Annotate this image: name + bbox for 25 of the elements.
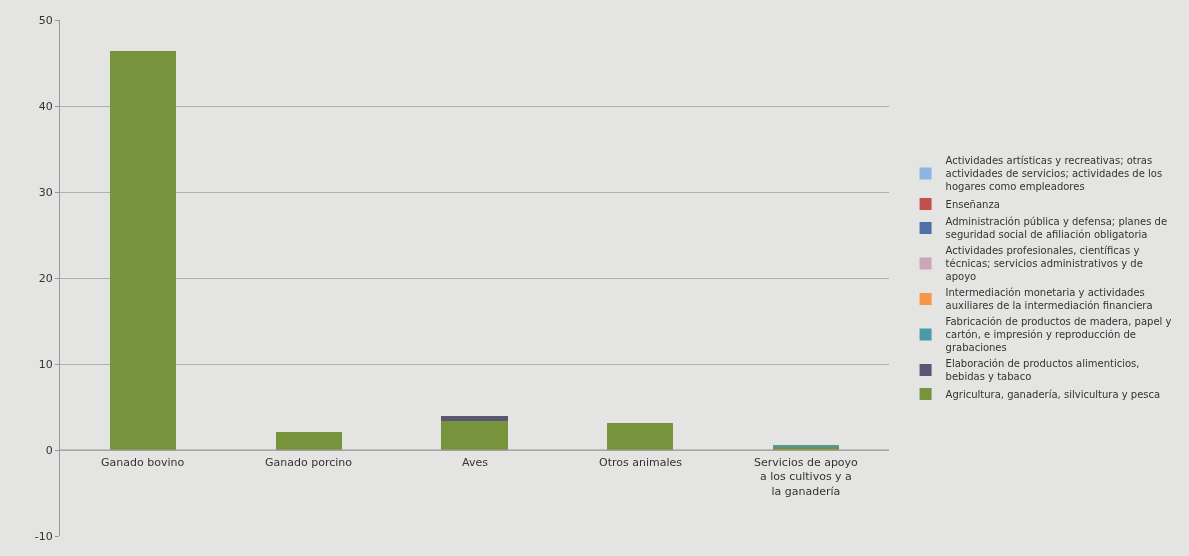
legend-label: Administración pública y defensa; planes de seguridad social de afiliación obligatoria	[945, 216, 1168, 241]
legend-label: Elaboración de productos alimenticios, bebidas y tabaco	[945, 358, 1140, 383]
legend-label: Enseñanza	[945, 198, 1000, 210]
y-tick-label: 30	[38, 185, 53, 199]
y-tick-label: 20	[38, 271, 53, 285]
legend-label: Actividades profesionales, científicas y técnicas; servicios administrativos y de apoyo	[945, 245, 1143, 283]
bar	[109, 50, 177, 450]
bar	[441, 415, 508, 421]
x-tick-label: Ganado bovino	[101, 456, 185, 469]
x-tick-label: Aves	[462, 456, 489, 469]
x-tick-label: Servicios de apoyo a los cultivos y a la ganadería	[754, 456, 859, 498]
y-tick-label: 10	[38, 357, 53, 371]
y-tick-label: 40	[38, 99, 53, 113]
x-tick-label: Otros animales	[599, 456, 683, 469]
bar	[441, 420, 508, 450]
bar	[275, 431, 342, 450]
bar	[607, 423, 674, 450]
y-tick-label: -10	[34, 529, 53, 543]
legend-label: Actividades artísticas y recreativas; otras actividades de servicios; actividades de los hogares como empleadores	[945, 155, 1163, 193]
x-tick-label: Ganado porcino	[265, 456, 353, 469]
y-tick-label: 50	[38, 13, 53, 27]
legend-label: Agricultura, ganadería, silvicultura y pesca	[945, 388, 1161, 400]
legend-label: Intermediación monetaria y actividades auxiliares de la intermediación financiera	[945, 287, 1153, 312]
legend-label: Fabricación de productos de madera, papel y cartón, e impresión y reproducción de grabaciones	[945, 316, 1172, 354]
y-tick-label: 0	[45, 443, 53, 457]
